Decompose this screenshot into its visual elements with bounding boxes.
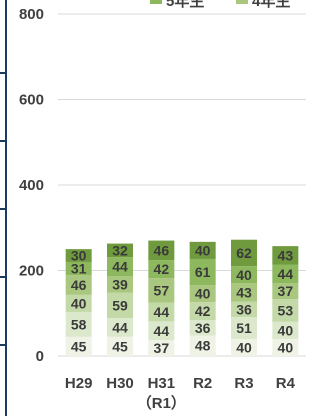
data-label: 32 — [112, 242, 128, 258]
data-label: 53 — [278, 302, 294, 318]
bar-segment — [65, 294, 92, 312]
data-label: 61 — [195, 264, 211, 280]
x-tick-label: H30 — [106, 375, 134, 392]
bar-segment — [272, 283, 299, 300]
y-tick-label: 400 — [19, 177, 44, 194]
data-label: 30 — [71, 248, 87, 264]
y-tick-label: 600 — [19, 92, 44, 109]
x-tick-label: R2 — [193, 375, 212, 392]
x-tick-label: H31 — [148, 375, 176, 392]
data-label: 46 — [71, 277, 87, 293]
bar-segment — [148, 260, 175, 279]
bar-segment — [107, 317, 133, 337]
data-label: 44 — [154, 304, 170, 320]
bar-segment — [65, 275, 92, 295]
bar-segment — [65, 249, 92, 262]
data-label: 40 — [71, 295, 87, 311]
bar-segment — [107, 292, 133, 318]
bar-segment — [272, 299, 299, 322]
data-label: 57 — [154, 282, 170, 298]
bar-segment — [189, 302, 216, 321]
bar-segment — [148, 321, 175, 341]
data-label: 40 — [195, 242, 211, 258]
frame-tick — [0, 140, 6, 142]
data-label: 37 — [278, 283, 294, 299]
x-tick-label: R3 — [234, 375, 253, 392]
bar-segment — [65, 311, 92, 337]
legend-swatch — [236, 0, 248, 4]
bar-segment — [272, 264, 299, 284]
data-label: 36 — [195, 320, 211, 336]
y-tick-label: 800 — [19, 6, 44, 23]
data-label: 40 — [195, 286, 211, 302]
frame-tick — [0, 276, 6, 278]
bar-segment — [148, 302, 175, 322]
data-label: 43 — [278, 247, 294, 263]
data-label: 45 — [112, 338, 128, 354]
frame-tick — [0, 208, 6, 210]
y-tick-label: 0 — [36, 348, 44, 365]
data-label: 46 — [154, 242, 170, 258]
data-label: 44 — [154, 323, 170, 339]
bar-segment — [231, 301, 257, 318]
data-label: 42 — [154, 261, 170, 277]
bar-segment — [231, 266, 257, 284]
bar-segment — [189, 285, 216, 303]
bar-segment — [231, 239, 257, 267]
bar-segment — [231, 317, 257, 339]
bar-segment — [107, 336, 133, 356]
legend-label: 4年生 — [252, 0, 290, 10]
data-label: 37 — [154, 340, 170, 356]
frame-tick — [0, 344, 6, 346]
data-label: 48 — [195, 338, 211, 354]
bar-segment — [148, 278, 175, 303]
data-label: 51 — [236, 320, 252, 336]
bar-segment — [189, 241, 216, 259]
data-label: 44 — [112, 319, 128, 335]
bar-segment — [231, 283, 257, 302]
data-label: 44 — [278, 266, 294, 282]
data-label: 40 — [278, 322, 294, 338]
data-label: 31 — [71, 261, 87, 277]
frame-tick — [0, 72, 6, 74]
bar-segment — [189, 320, 216, 336]
data-label: 36 — [236, 301, 252, 317]
bar-segment — [65, 261, 92, 276]
bar-segment — [189, 258, 216, 286]
bar-segment — [272, 246, 299, 265]
y-tick-label: 200 — [19, 263, 44, 280]
x-tick-label: H29 — [65, 375, 93, 392]
data-label: 59 — [112, 297, 128, 313]
bar-segment — [148, 240, 175, 261]
data-label: 43 — [236, 285, 252, 301]
x-tick-label: R4 — [276, 375, 296, 392]
bar-segment — [189, 335, 216, 356]
bar-segment — [231, 338, 257, 356]
data-label: 40 — [236, 267, 252, 283]
bar-segment — [107, 243, 133, 258]
data-label: 39 — [112, 276, 128, 292]
bar-segment — [272, 338, 299, 356]
data-label: 62 — [236, 245, 252, 261]
data-label: 44 — [112, 259, 128, 275]
bar-segment — [107, 276, 133, 293]
data-label: 58 — [71, 316, 87, 332]
bar-segment — [148, 340, 175, 356]
data-label: 40 — [278, 339, 294, 355]
bar-segment — [107, 257, 133, 277]
data-label: 40 — [236, 339, 252, 355]
bar-segment — [65, 336, 92, 356]
legend-swatch — [150, 0, 162, 4]
data-label: 45 — [71, 338, 87, 354]
x-tick-label: （R1） — [137, 394, 186, 412]
data-label: 42 — [195, 303, 211, 319]
bar-segment — [272, 321, 299, 339]
legend-label: 5年生 — [166, 0, 204, 10]
